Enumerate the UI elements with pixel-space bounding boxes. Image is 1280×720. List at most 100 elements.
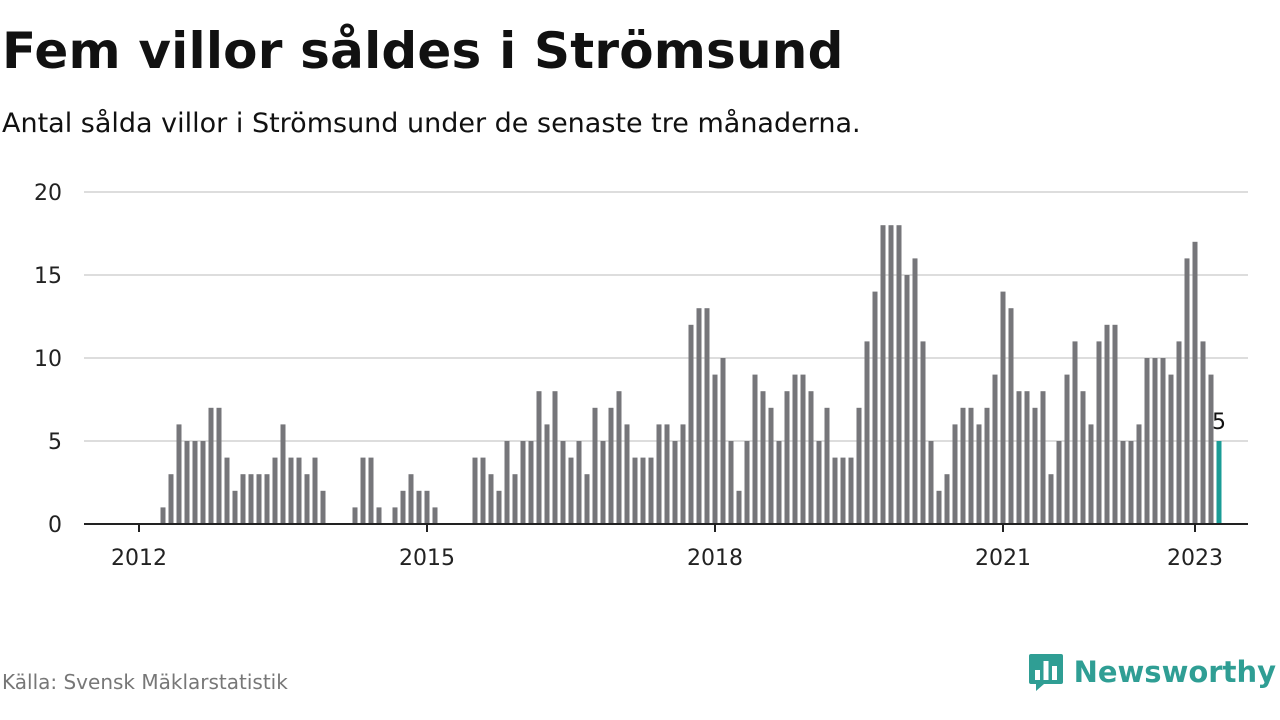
bar xyxy=(888,225,894,524)
bar-highlight xyxy=(1216,441,1222,524)
bar xyxy=(1048,474,1054,524)
data-label-latest: 5 xyxy=(1212,410,1226,435)
bar xyxy=(688,324,694,524)
bar xyxy=(880,225,886,524)
bar xyxy=(176,424,182,524)
bar xyxy=(592,407,598,524)
bar xyxy=(1152,358,1158,524)
bar xyxy=(576,441,582,524)
bar xyxy=(624,424,630,524)
bar xyxy=(544,424,550,524)
y-tick-label: 5 xyxy=(48,430,62,455)
bar xyxy=(360,457,366,524)
bar xyxy=(216,407,222,524)
bar xyxy=(264,474,270,524)
bar xyxy=(920,341,926,524)
bar xyxy=(416,490,422,524)
bar xyxy=(744,441,750,524)
bar xyxy=(872,291,878,524)
source-note: Källa: Svensk Mäklarstatistik xyxy=(2,670,288,694)
bar xyxy=(680,424,686,524)
bar xyxy=(568,457,574,524)
bar xyxy=(304,474,310,524)
bar xyxy=(856,407,862,524)
bar xyxy=(1168,374,1174,524)
bar xyxy=(1136,424,1142,524)
bar xyxy=(488,474,494,524)
bar xyxy=(608,407,614,524)
bar xyxy=(832,457,838,524)
bar xyxy=(376,507,382,524)
bar xyxy=(632,457,638,524)
bar xyxy=(912,258,918,524)
bar xyxy=(1120,441,1126,524)
bar xyxy=(520,441,526,524)
bar xyxy=(752,374,758,524)
bar xyxy=(976,424,982,524)
bar xyxy=(424,490,430,524)
bar xyxy=(1024,391,1030,524)
bar xyxy=(1160,358,1166,524)
bar xyxy=(1000,291,1006,524)
bar xyxy=(952,424,958,524)
bar xyxy=(992,374,998,524)
bar xyxy=(840,457,846,524)
y-tick-label: 10 xyxy=(34,347,62,372)
bar xyxy=(168,474,174,524)
x-tick-label: 2015 xyxy=(399,546,455,571)
bar xyxy=(160,507,166,524)
brand-name: Newsworthy xyxy=(1073,655,1276,689)
bar xyxy=(1080,391,1086,524)
bar xyxy=(640,457,646,524)
bar xyxy=(1176,341,1182,524)
bar xyxy=(312,457,318,524)
bar xyxy=(472,457,478,524)
bar-chart: 0 5 10 15 20 2012 2015 2018 2021 2023 5 xyxy=(34,181,1248,571)
bar xyxy=(392,507,398,524)
bar xyxy=(672,441,678,524)
bar xyxy=(1112,324,1118,524)
bar xyxy=(200,441,206,524)
newsworthy-logo-icon xyxy=(1028,654,1063,691)
bar xyxy=(1104,324,1110,524)
bar xyxy=(368,457,374,524)
bar xyxy=(288,457,294,524)
bar xyxy=(800,374,806,524)
bar xyxy=(928,441,934,524)
bar xyxy=(720,358,726,524)
bar xyxy=(760,391,766,524)
bar xyxy=(320,490,326,524)
chart-subtitle: Antal sålda villor i Strömsund under de … xyxy=(2,108,861,139)
bar xyxy=(824,407,830,524)
bar xyxy=(704,308,710,524)
bar xyxy=(776,441,782,524)
bar xyxy=(864,341,870,524)
bar xyxy=(1088,424,1094,524)
bar xyxy=(1200,341,1206,524)
bar xyxy=(528,441,534,524)
x-tick-label: 2018 xyxy=(687,546,743,571)
bar xyxy=(552,391,558,524)
bar xyxy=(960,407,966,524)
bar xyxy=(1144,358,1150,524)
bar xyxy=(480,457,486,524)
bar xyxy=(984,407,990,524)
bar xyxy=(408,474,414,524)
bar xyxy=(400,490,406,524)
bar xyxy=(904,275,910,524)
y-tick-label: 15 xyxy=(34,264,62,289)
bar xyxy=(648,457,654,524)
bar xyxy=(664,424,670,524)
bar xyxy=(504,441,510,524)
bar xyxy=(736,490,742,524)
bar xyxy=(584,474,590,524)
bar xyxy=(352,507,358,524)
bar xyxy=(1056,441,1062,524)
bar xyxy=(784,391,790,524)
bar xyxy=(656,424,662,524)
bar xyxy=(816,441,822,524)
bar xyxy=(1184,258,1190,524)
bar xyxy=(1032,407,1038,524)
x-tick-label: 2023 xyxy=(1167,546,1223,571)
bar xyxy=(232,490,238,524)
